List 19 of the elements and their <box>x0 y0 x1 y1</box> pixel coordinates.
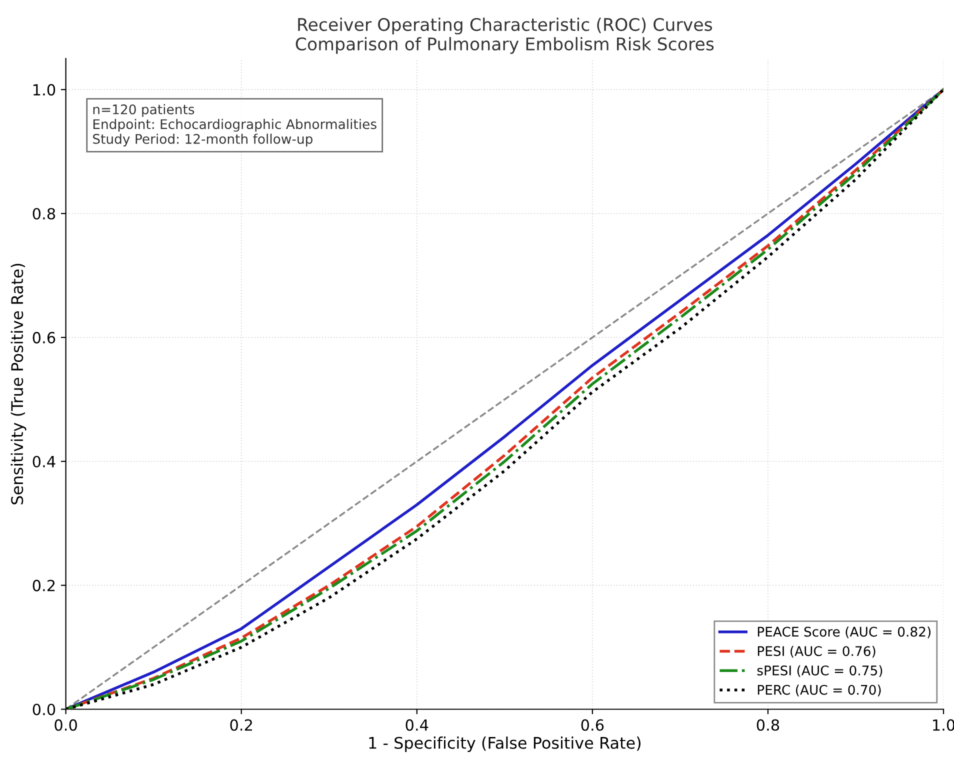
legend-label: sPESI (AUC = 0.75) <box>757 665 882 678</box>
x-axis-title: 1 - Specificity (False Positive Rate) <box>369 736 640 752</box>
chart-title: Receiver Operating Characteristic (ROC) Curves Comparison of Pulmonary Embolism Risk Scores <box>296 18 714 54</box>
x-tick-label: 0.4 <box>406 719 428 731</box>
y-tick-label: 0.4 <box>32 456 56 468</box>
x-tick-label: 0.0 <box>54 719 77 731</box>
x-tick-label: 0.2 <box>230 719 252 731</box>
y-axis-title: Sensitivity (True Positive Rate) <box>10 264 26 504</box>
legend-label: PERC (AUC = 0.70) <box>758 684 881 696</box>
legend-label: PESI (AUC = 0.76) <box>758 646 876 658</box>
y-tick-label: 0.6 <box>32 332 56 344</box>
x-tick-label: 0.8 <box>756 719 780 731</box>
y-tick-label: 0.0 <box>32 704 56 716</box>
y-tick-label: 0.2 <box>32 580 55 592</box>
y-tick-label: 1.0 <box>33 84 56 96</box>
legend-label: PEACE Score (AUC = 0.82) <box>758 626 930 638</box>
y-tick-label: 0.8 <box>32 208 56 220</box>
x-tick-label: 0.6 <box>581 719 604 731</box>
annotation: n=120 patients Endpoint: Echocardiographic Abnormalities Study Period: 12-month follow-up <box>93 104 376 146</box>
